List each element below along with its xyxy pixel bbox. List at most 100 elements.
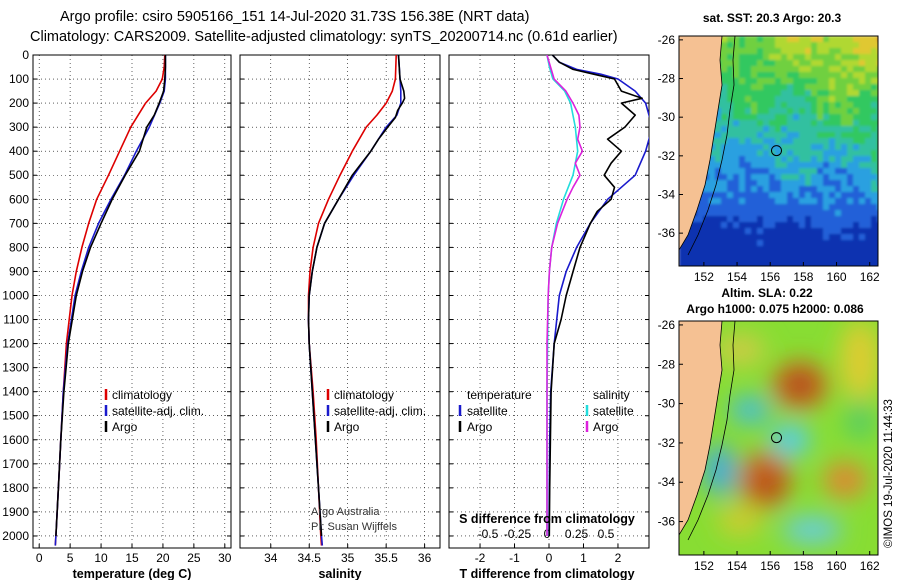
sst-cell — [787, 234, 794, 241]
sst-cell — [865, 78, 872, 85]
sst-cell — [829, 222, 836, 229]
sst-cell — [703, 216, 710, 223]
sst-cell — [769, 102, 776, 109]
sst-cell — [763, 54, 770, 61]
sst-cell — [871, 174, 878, 181]
sst-cell — [865, 54, 872, 61]
sst-cell — [823, 144, 830, 151]
sst-cell — [811, 108, 818, 115]
sst-cell — [787, 246, 794, 253]
sst-cell — [775, 90, 782, 97]
sst-cell — [775, 264, 782, 266]
sst-cell — [835, 258, 842, 265]
depth-tick-label: 1800 — [2, 481, 29, 495]
sst-cell — [733, 228, 740, 235]
sst-cell — [757, 108, 764, 115]
sst-cell — [793, 168, 800, 175]
sst-cell — [775, 234, 782, 241]
sst-cell — [769, 240, 776, 247]
sst-cell — [817, 114, 824, 121]
salinity-lines — [307, 55, 406, 546]
sst-cell — [817, 42, 824, 49]
sst-cell — [739, 132, 746, 139]
sst-cell — [817, 132, 824, 139]
sst-cell — [691, 222, 698, 229]
sst-cell — [853, 120, 860, 127]
sst-cell — [787, 216, 794, 223]
sst-cell — [835, 174, 842, 181]
sst-cell — [853, 66, 860, 73]
sst-cell — [859, 198, 866, 205]
sst-cell — [691, 252, 698, 259]
sst-cell — [709, 264, 716, 266]
sst-cell — [787, 138, 794, 145]
sst-cell — [739, 234, 746, 241]
sst-cell — [853, 198, 860, 205]
sst-cell — [787, 240, 794, 247]
sst-cell — [835, 180, 842, 187]
sst-cell — [775, 150, 782, 157]
sst-cell — [853, 60, 860, 67]
sst-cell — [751, 36, 758, 43]
sst-cell — [871, 126, 878, 133]
sst-cell — [775, 246, 782, 253]
sst-cell — [703, 264, 710, 266]
sst-cell — [853, 210, 860, 217]
sst-cell — [697, 240, 704, 247]
sst-cell — [793, 186, 800, 193]
sst-cell — [805, 84, 812, 91]
sst-cell — [805, 144, 812, 151]
sst-cell — [805, 102, 812, 109]
map-y-tick-label: -32 — [658, 436, 676, 450]
sst-cell — [787, 108, 794, 115]
sst-cell — [823, 174, 830, 181]
sst-cell — [841, 174, 848, 181]
depth-tick-label: 1900 — [2, 505, 29, 519]
sst-cell — [745, 66, 752, 73]
sst-cell — [739, 144, 746, 151]
sst-cell — [763, 186, 770, 193]
sst-cell — [715, 120, 722, 127]
sst-cell — [799, 216, 806, 223]
sst-cell — [787, 264, 794, 266]
sst-cell — [721, 246, 728, 253]
sst-cell — [847, 120, 854, 127]
sst-cell — [871, 162, 878, 169]
sst-cell — [757, 90, 764, 97]
sst-cell — [835, 60, 842, 67]
sst-cell — [823, 60, 830, 67]
sst-cell — [733, 42, 740, 49]
sst-cell — [775, 132, 782, 139]
sst-cell — [721, 228, 728, 235]
sst-cell — [715, 114, 722, 121]
sst-cell — [757, 222, 764, 229]
sst-cell — [805, 204, 812, 211]
s-diff-tick-label: -0.25 — [504, 527, 532, 541]
sst-cell — [841, 258, 848, 265]
sst-cell — [811, 66, 818, 73]
sst-cell — [733, 96, 740, 103]
sst-cell — [757, 258, 764, 265]
sst-cell — [799, 120, 806, 127]
sst-cell — [847, 48, 854, 55]
sst-cell — [727, 234, 734, 241]
depth-tick-label: 600 — [9, 192, 29, 206]
sst-cell — [853, 138, 860, 145]
sst-cell — [739, 102, 746, 109]
sst-cell — [841, 252, 848, 259]
sst-cell — [805, 120, 812, 127]
sst-cell — [829, 234, 836, 241]
sst-cell — [847, 126, 854, 133]
sst-cell — [781, 234, 788, 241]
x-tick-label: -2 — [475, 551, 486, 565]
legend-label: Argo — [467, 420, 493, 434]
sst-cell — [751, 114, 758, 121]
sst-cell — [721, 66, 728, 73]
sst-cell — [781, 36, 788, 43]
sst-cell — [859, 150, 866, 157]
sst-cell — [841, 102, 848, 109]
sst-cell — [805, 114, 812, 121]
sst-cell — [841, 156, 848, 163]
sst-cell — [745, 204, 752, 211]
sst-cell — [853, 108, 860, 115]
